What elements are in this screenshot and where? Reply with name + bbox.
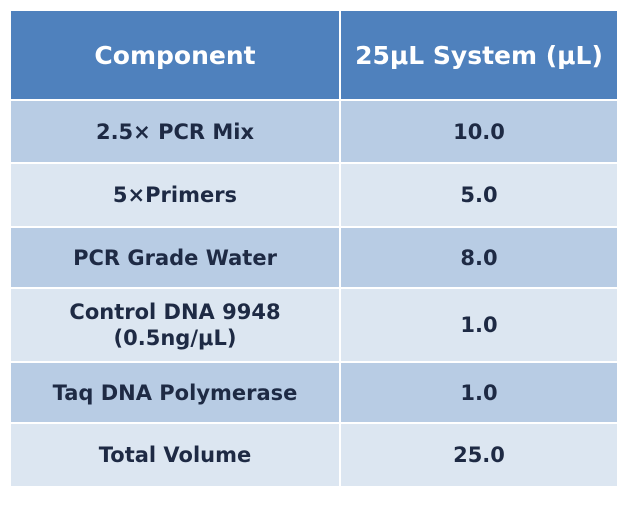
table-row: 5×Primers 5.0 [9,162,619,228]
table-body: 2.5× PCR Mix 10.0 5×Primers 5.0 PCR Grad… [9,99,619,488]
pcr-reaction-table: Component 25μL System (μL) 2.5× PCR Mix … [9,9,619,488]
component-cell: PCR Grade Water [9,226,341,289]
header-row: Component 25μL System (μL) [9,9,619,101]
header-component: Component [9,9,341,101]
component-cell: 5×Primers [9,162,341,228]
table-row: PCR Grade Water 8.0 [9,226,619,289]
volume-cell: 8.0 [339,226,619,289]
table-row: Control DNA 9948 (0.5ng/μL) 1.0 [9,287,619,363]
component-cell: 2.5× PCR Mix [9,99,341,164]
total-label-cell: Total Volume [9,422,341,488]
component-cell: Taq DNA Polymerase [9,361,341,424]
table-header: Component 25μL System (μL) [9,9,619,101]
volume-cell: 1.0 [339,361,619,424]
total-volume-cell: 25.0 [339,422,619,488]
table-row: 2.5× PCR Mix 10.0 [9,99,619,164]
pcr-reaction-table-container: Component 25μL System (μL) 2.5× PCR Mix … [9,9,619,494]
volume-cell: 10.0 [339,99,619,164]
volume-cell: 5.0 [339,162,619,228]
volume-cell: 1.0 [339,287,619,363]
component-cell: Control DNA 9948 (0.5ng/μL) [9,287,341,363]
table-row: Taq DNA Polymerase 1.0 [9,361,619,424]
header-system-volume: 25μL System (μL) [339,9,619,101]
total-row: Total Volume 25.0 [9,422,619,488]
